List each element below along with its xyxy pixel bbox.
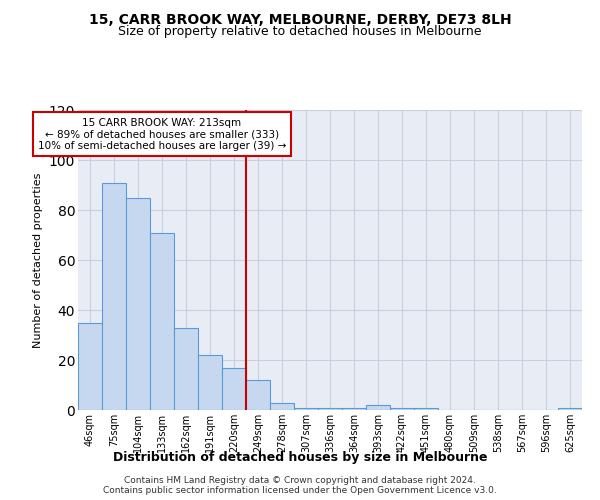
Bar xyxy=(414,408,438,410)
Bar xyxy=(246,380,270,410)
Bar xyxy=(366,405,390,410)
Bar xyxy=(294,408,318,410)
Bar xyxy=(102,182,126,410)
Text: 15 CARR BROOK WAY: 213sqm
← 89% of detached houses are smaller (333)
10% of semi: 15 CARR BROOK WAY: 213sqm ← 89% of detac… xyxy=(38,118,286,150)
Bar xyxy=(342,408,366,410)
Bar xyxy=(198,355,222,410)
Bar xyxy=(270,402,294,410)
Bar xyxy=(78,322,102,410)
Bar xyxy=(150,232,174,410)
Bar xyxy=(222,368,246,410)
Text: 15, CARR BROOK WAY, MELBOURNE, DERBY, DE73 8LH: 15, CARR BROOK WAY, MELBOURNE, DERBY, DE… xyxy=(89,12,511,26)
Bar xyxy=(558,408,582,410)
Bar xyxy=(318,408,342,410)
Text: Contains public sector information licensed under the Open Government Licence v3: Contains public sector information licen… xyxy=(103,486,497,495)
Bar xyxy=(390,408,414,410)
Text: Size of property relative to detached houses in Melbourne: Size of property relative to detached ho… xyxy=(118,25,482,38)
Text: Contains HM Land Registry data © Crown copyright and database right 2024.: Contains HM Land Registry data © Crown c… xyxy=(124,476,476,485)
Bar xyxy=(126,198,150,410)
Y-axis label: Number of detached properties: Number of detached properties xyxy=(33,172,43,348)
Bar xyxy=(174,328,198,410)
Text: Distribution of detached houses by size in Melbourne: Distribution of detached houses by size … xyxy=(113,451,487,464)
